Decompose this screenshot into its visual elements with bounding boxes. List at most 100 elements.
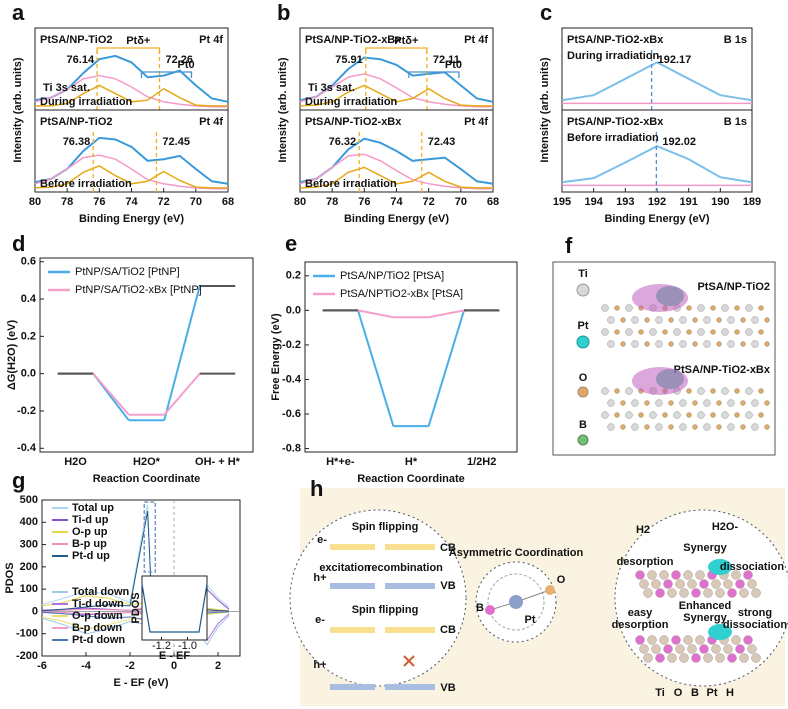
lattice-atom: [716, 400, 722, 406]
cb-band: [330, 627, 375, 633]
plot-frame: [304, 261, 518, 453]
core-level: Pt 4f: [464, 116, 488, 128]
diagram-label: Synergy: [683, 542, 727, 554]
slab-atom: [695, 635, 705, 645]
lattice-atom: [614, 412, 620, 418]
slab-atom: [671, 570, 681, 580]
slab-atom: [667, 653, 677, 663]
panel-letter: c: [540, 0, 552, 25]
energy-connector: [163, 372, 201, 416]
lattice-atom: [668, 341, 674, 347]
x-tick-label: H*+e-: [326, 456, 355, 468]
diagram-label: e-: [315, 614, 325, 626]
slab-atom: [695, 570, 705, 580]
lattice-atom: [607, 423, 615, 431]
slab-atom: [671, 635, 681, 645]
diagram-label: dissociation: [720, 561, 784, 573]
lattice-atom: [710, 412, 716, 418]
slab-atom: [751, 588, 761, 598]
lattice-atom: [601, 328, 609, 336]
lattice-atom: [716, 341, 722, 347]
x-tick-label: -6: [37, 660, 47, 672]
slab-atom: [683, 570, 693, 580]
lattice-atom: [721, 411, 729, 419]
spectrum-curve: [34, 164, 228, 189]
sample-label: PtSA/NP-TiO2-xBx: [305, 34, 402, 46]
lattice-atom: [721, 304, 729, 312]
lattice-atom: [751, 340, 759, 348]
panel-letter: e: [285, 231, 297, 256]
lattice-atom: [727, 399, 735, 407]
y-axis-label: PDOS: [4, 562, 16, 593]
lattice-atom: [601, 411, 609, 419]
lattice-atom: [697, 411, 705, 419]
peak-label: 72.43: [428, 136, 456, 148]
diagram-label: H2O-: [712, 521, 739, 533]
slab-atom: [655, 588, 665, 598]
lattice-atom: [607, 340, 615, 348]
x-axis-label: Binding Energy (eV): [604, 213, 709, 225]
x-axis-label: Binding Energy (eV): [79, 213, 184, 225]
condition-label: Before irradiation: [305, 178, 397, 190]
x-tick-label: 68: [487, 196, 499, 208]
x-tick-label: 192: [648, 196, 666, 208]
slab-atom: [659, 570, 669, 580]
lattice-atom: [631, 399, 639, 407]
slab-atom: [743, 570, 753, 580]
legend-label: PtNP/SA/TiO2-xBx [PtNP]: [75, 284, 202, 296]
y-tick-label: 200: [20, 561, 38, 573]
lattice-atom: [758, 412, 764, 418]
lattice-atom: [740, 424, 746, 430]
slab-atom: [659, 635, 669, 645]
lattice-atom: [686, 305, 692, 311]
lattice-atom: [673, 328, 681, 336]
spectrum-curve: [35, 84, 228, 107]
lattice-atom: [686, 329, 692, 335]
lattice-atom: [620, 317, 626, 323]
diagram-label: O: [557, 574, 566, 586]
ti-atom: [576, 283, 590, 297]
energy-connector: [357, 310, 395, 427]
energy-connector: [163, 285, 201, 421]
y-tick-label: 0.0: [286, 304, 301, 316]
legend-label: O-p up: [72, 526, 108, 538]
diagram-label: VB: [440, 682, 455, 694]
state-bracket: [365, 47, 428, 54]
lattice-atom: [703, 423, 711, 431]
y-axis-label: Free Energy (eV): [270, 313, 282, 401]
legend-label: PtSA/NPTiO2-xBx [PtSA]: [340, 288, 463, 300]
y-tick-label: 300: [20, 538, 38, 550]
state-label: Pt0: [445, 59, 462, 71]
legend-label: Pt-d up: [72, 550, 110, 562]
orbit: [487, 573, 545, 631]
energy-connector: [357, 309, 394, 319]
lattice-atom: [751, 423, 759, 431]
charge-density: [656, 286, 684, 306]
spectrum-curve: [34, 74, 228, 108]
diagram-label: Pt: [707, 687, 718, 699]
charge-density: [656, 369, 684, 389]
legend-label: B-p down: [72, 622, 122, 634]
structure-label: PtSA/NP-TiO2: [697, 281, 770, 293]
condition-label: During irradiation: [305, 96, 398, 108]
diagram-label: Enhanced: [679, 600, 732, 612]
core-level: B 1s: [724, 116, 747, 128]
slab-atom: [731, 570, 741, 580]
panel-letter: g: [12, 468, 25, 493]
lattice-atom: [662, 329, 668, 335]
diagram-label: Synergy: [683, 612, 727, 624]
slab-atom: [735, 579, 745, 589]
slab-atom: [639, 579, 649, 589]
lattice-atom: [686, 388, 692, 394]
lattice-atom: [710, 388, 716, 394]
o-atom: [545, 585, 555, 595]
slab-atom: [691, 653, 701, 663]
y-tick-label: 0.2: [21, 330, 36, 342]
lattice-atom: [727, 423, 735, 431]
slab-atom: [651, 644, 661, 654]
diagram-label: CB: [440, 542, 456, 554]
spectrum-curve: [299, 56, 494, 103]
slab-atom: [699, 579, 709, 589]
state-bracket: [140, 71, 193, 78]
